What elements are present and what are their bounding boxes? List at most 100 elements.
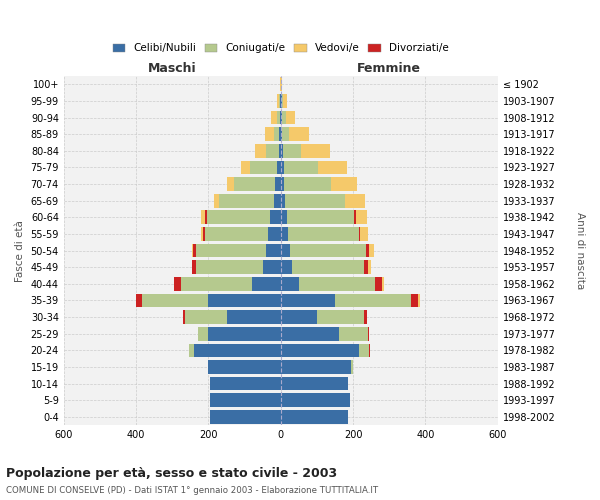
Bar — [203, 227, 205, 241]
Bar — [270, 210, 281, 224]
Bar — [274, 194, 281, 207]
Text: Maschi: Maschi — [148, 62, 197, 75]
Bar — [281, 244, 290, 258]
Bar — [208, 327, 281, 340]
Bar — [368, 260, 371, 274]
Bar — [281, 327, 338, 340]
Bar — [279, 128, 281, 141]
Bar — [281, 227, 288, 241]
Bar — [281, 360, 352, 374]
Bar — [196, 260, 263, 274]
Bar — [208, 294, 281, 308]
Bar — [331, 177, 357, 191]
Bar — [136, 294, 142, 308]
Bar — [361, 227, 368, 241]
Bar — [279, 94, 280, 108]
Bar — [279, 144, 281, 158]
Bar — [281, 394, 350, 407]
Bar — [196, 244, 266, 258]
Bar — [282, 128, 289, 141]
Bar — [280, 94, 281, 108]
Y-axis label: Fasce di età: Fasce di età — [15, 220, 25, 282]
Bar — [188, 344, 194, 357]
Bar — [193, 244, 196, 258]
Bar — [271, 110, 277, 124]
Bar — [282, 110, 286, 124]
Bar — [214, 194, 220, 207]
Bar — [281, 210, 287, 224]
Bar — [354, 210, 356, 224]
Bar — [227, 310, 281, 324]
Bar — [382, 277, 384, 290]
Bar — [277, 110, 280, 124]
Bar — [284, 177, 331, 191]
Bar — [287, 210, 354, 224]
Bar — [281, 160, 284, 174]
Bar — [345, 194, 365, 207]
Bar — [208, 360, 281, 374]
Bar — [142, 294, 208, 308]
Bar — [359, 344, 370, 357]
Bar — [281, 194, 285, 207]
Bar — [210, 377, 281, 390]
Bar — [281, 110, 282, 124]
Text: Femmine: Femmine — [358, 62, 421, 75]
Bar — [335, 294, 411, 308]
Legend: Celibi/Nubili, Coniugati/e, Vedovi/e, Divorziati/e: Celibi/Nubili, Coniugati/e, Vedovi/e, Di… — [109, 40, 453, 58]
Bar — [192, 260, 196, 274]
Bar — [210, 394, 281, 407]
Bar — [292, 260, 364, 274]
Bar — [181, 277, 252, 290]
Bar — [250, 160, 277, 174]
Bar — [205, 227, 268, 241]
Bar — [266, 144, 279, 158]
Bar — [299, 277, 375, 290]
Bar — [206, 210, 270, 224]
Bar — [283, 144, 301, 158]
Bar — [375, 277, 382, 290]
Bar — [201, 210, 205, 224]
Bar — [252, 277, 281, 290]
Bar — [318, 160, 347, 174]
Bar — [265, 128, 274, 141]
Bar — [210, 410, 281, 424]
Bar — [183, 310, 185, 324]
Bar — [268, 227, 281, 241]
Bar — [284, 160, 318, 174]
Bar — [241, 160, 250, 174]
Bar — [352, 360, 353, 374]
Y-axis label: Anni di nascita: Anni di nascita — [575, 212, 585, 289]
Bar — [174, 277, 181, 290]
Bar — [277, 94, 279, 108]
Bar — [283, 94, 287, 108]
Bar — [201, 227, 203, 241]
Bar — [263, 260, 281, 274]
Bar — [364, 310, 367, 324]
Bar — [266, 244, 281, 258]
Bar — [359, 227, 361, 241]
Bar — [281, 377, 348, 390]
Bar — [356, 210, 367, 224]
Bar — [418, 294, 420, 308]
Bar — [192, 244, 193, 258]
Bar — [197, 327, 208, 340]
Bar — [301, 144, 329, 158]
Bar — [281, 94, 283, 108]
Bar — [281, 144, 283, 158]
Bar — [227, 177, 234, 191]
Text: Popolazione per età, sesso e stato civile - 2003: Popolazione per età, sesso e stato civil… — [6, 468, 337, 480]
Bar — [366, 244, 368, 258]
Bar — [286, 110, 295, 124]
Bar — [317, 310, 364, 324]
Bar — [220, 194, 274, 207]
Bar — [289, 128, 310, 141]
Bar — [281, 128, 282, 141]
Bar — [281, 260, 292, 274]
Bar — [280, 110, 281, 124]
Bar — [281, 277, 299, 290]
Bar — [364, 260, 368, 274]
Text: COMUNE DI CONSELVE (PD) - Dati ISTAT 1° gennaio 2003 - Elaborazione TUTTITALIA.I: COMUNE DI CONSELVE (PD) - Dati ISTAT 1° … — [6, 486, 378, 495]
Bar — [288, 227, 359, 241]
Bar — [338, 327, 368, 340]
Bar — [290, 244, 366, 258]
